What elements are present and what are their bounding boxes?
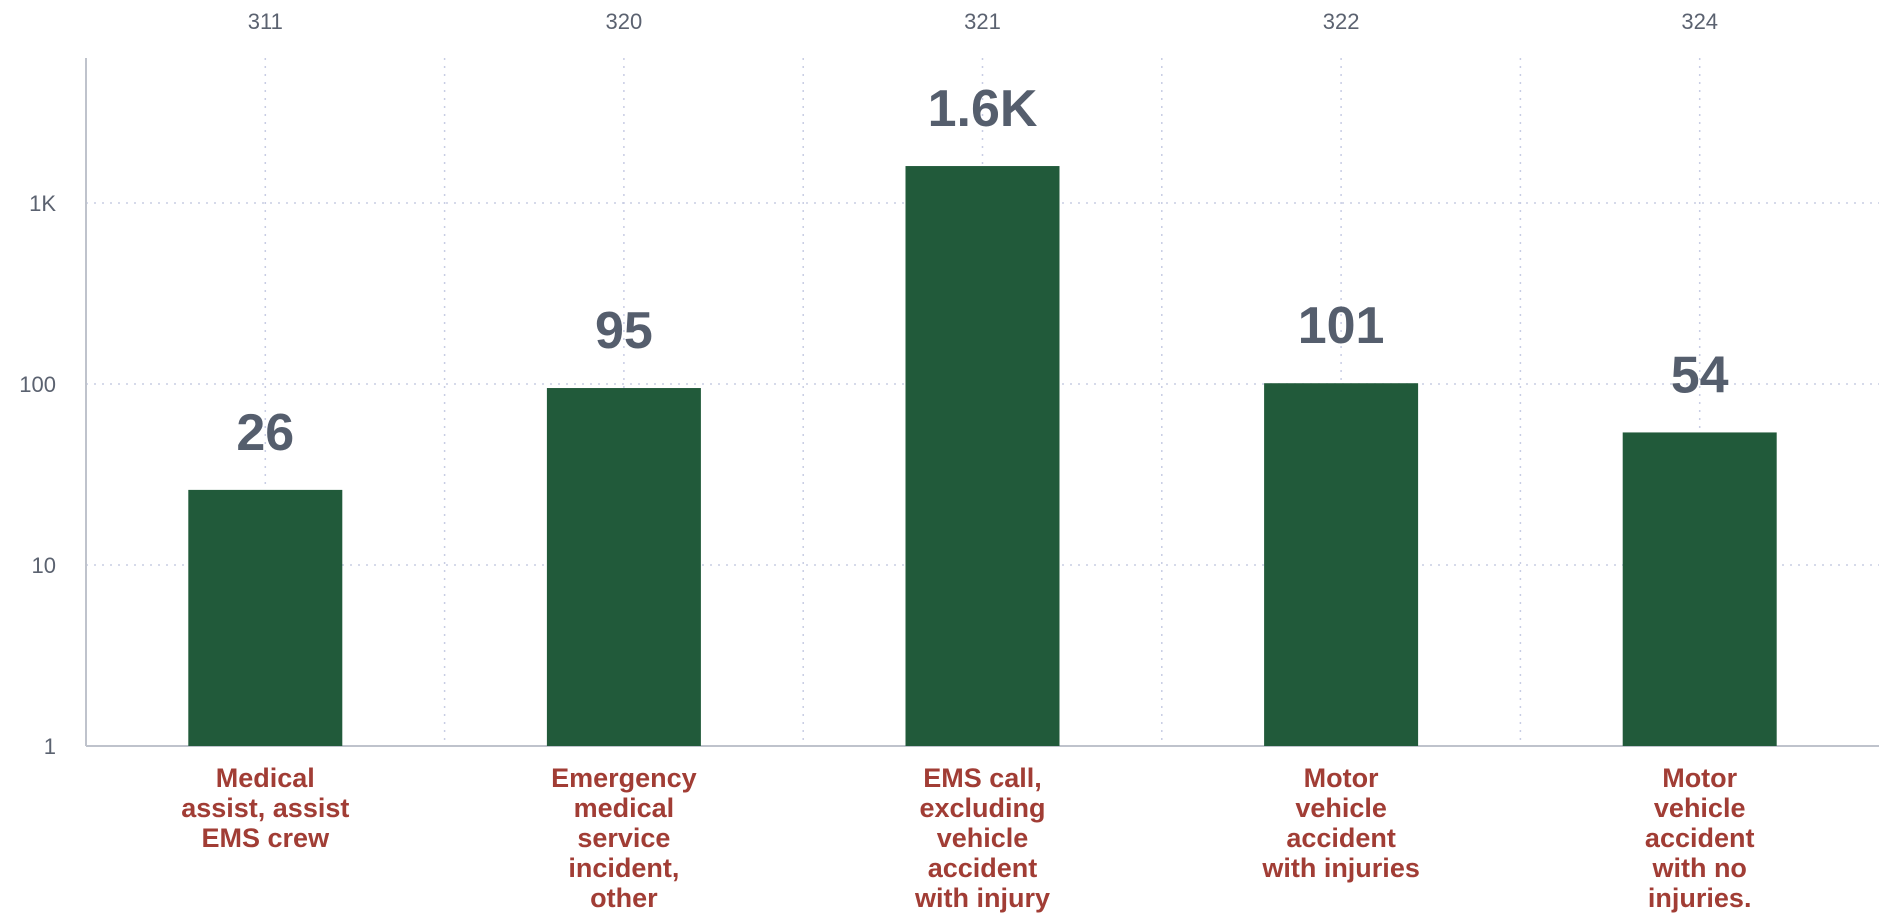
category-label: vehicle: [1654, 793, 1746, 823]
y-tick-label: 10: [32, 553, 56, 578]
top-category-code: 322: [1323, 9, 1360, 34]
category-label: Medical: [216, 763, 315, 793]
data-label: 101: [1298, 297, 1385, 355]
data-label: 26: [236, 404, 294, 462]
category-label: Emergency: [551, 763, 697, 793]
bar[interactable]: [1622, 432, 1777, 746]
data-label: 95: [595, 302, 653, 360]
category-label: injuries.: [1648, 883, 1752, 913]
bars-layer: [188, 166, 1777, 747]
category-label: with no: [1651, 853, 1746, 883]
bar[interactable]: [546, 388, 701, 746]
top-category-code: 324: [1681, 9, 1718, 34]
y-tick-label: 100: [19, 372, 56, 397]
category-label: EMS call,: [923, 763, 1042, 793]
category-label: assist, assist: [181, 793, 349, 823]
category-label: excluding: [919, 793, 1045, 823]
category-label: other: [590, 883, 658, 913]
category-label: with injury: [914, 883, 1050, 913]
y-tick-label: 1K: [29, 191, 56, 216]
category-label: accident: [928, 853, 1038, 883]
bar[interactable]: [188, 489, 343, 746]
category-label: Motor: [1304, 763, 1379, 793]
category-label: Motor: [1662, 763, 1737, 793]
category-label: accident: [1645, 823, 1755, 853]
category-label: service: [577, 823, 670, 853]
data-label: 54: [1671, 346, 1729, 404]
top-category-code: 320: [606, 9, 643, 34]
category-label: with injuries: [1261, 853, 1420, 883]
category-label: vehicle: [1295, 793, 1387, 823]
bar[interactable]: [1264, 383, 1419, 746]
top-category-code: 311: [248, 9, 283, 34]
top-category-code: 321: [964, 9, 1001, 34]
category-label: EMS crew: [202, 823, 331, 853]
data-label: 1.6K: [928, 80, 1038, 138]
category-label: incident,: [568, 853, 679, 883]
category-label: accident: [1286, 823, 1396, 853]
bar[interactable]: [905, 166, 1060, 747]
y-tick-label: 1: [44, 734, 56, 759]
category-label: medical: [574, 793, 675, 823]
category-label: vehicle: [937, 823, 1029, 853]
